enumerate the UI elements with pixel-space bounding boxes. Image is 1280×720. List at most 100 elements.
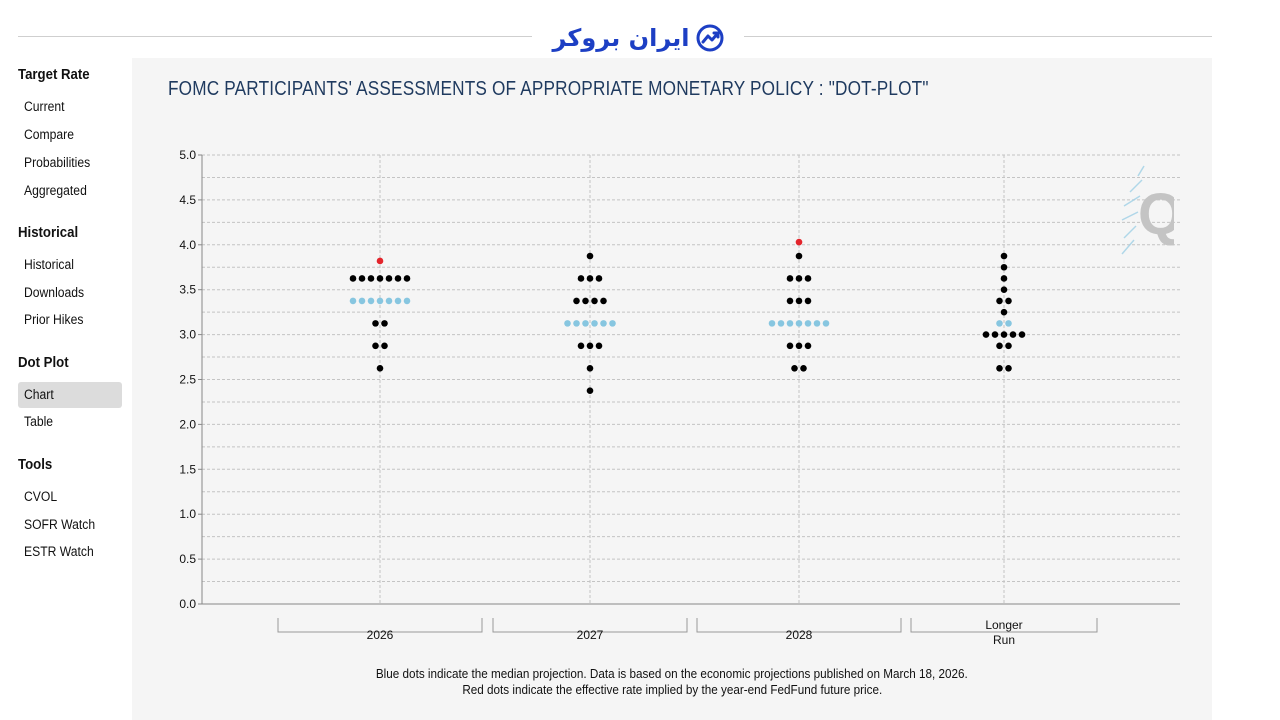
sidebar-item-sofr-watch[interactable]: SOFR Watch <box>24 517 96 532</box>
sidebar-item-current[interactable]: Current <box>24 99 65 114</box>
median-dot <box>822 320 830 327</box>
dot-plot-chart: 0.0 0.5 1.0 1.5 2.0 2.5 3.0 3.5 4.0 4.5 5.0 2026 202… <box>179 148 1180 647</box>
participant-dot <box>1000 331 1008 338</box>
median-dot <box>358 297 366 305</box>
participant-dot <box>573 297 580 305</box>
participant-dot <box>586 364 594 372</box>
watermark-q-logo-icon: Q <box>1121 165 1174 255</box>
y-tick-label: 1.0 <box>179 507 196 521</box>
median-dot <box>996 320 1003 327</box>
participant-dot <box>804 342 812 350</box>
participant-dot <box>349 275 357 282</box>
participant-dot <box>577 275 585 282</box>
median-dot <box>777 320 785 327</box>
participant-dot <box>381 320 388 327</box>
participant-dot <box>586 275 594 282</box>
median-dot <box>349 297 357 305</box>
participant-dot <box>586 342 594 350</box>
participant-dot <box>800 364 807 372</box>
sidebar-item-prior-hikes[interactable]: Prior Hikes <box>24 312 84 327</box>
brand-logo[interactable]: ایران بروکر <box>548 18 730 58</box>
implied-rate-dot <box>795 238 803 246</box>
sidebar-item-historical[interactable]: Historical <box>24 257 74 272</box>
chart-panel: FOMC PARTICIPANTS' ASSESSMENTS OF APPROP… <box>132 58 1212 720</box>
participant-dot <box>795 252 803 260</box>
x-category-bracket <box>696 618 902 633</box>
participant-dot <box>591 297 598 305</box>
footnote-implied-rate: Red dots indicate the effective rate imp… <box>462 682 882 697</box>
sidebar-section-historical: Historical <box>18 224 79 241</box>
sidebar-section-tools: Tools <box>18 456 53 473</box>
footnote-median: Blue dots indicate the median projection… <box>376 666 968 681</box>
x-tick-label: 2026 <box>367 628 394 642</box>
participant-dot <box>1005 342 1012 350</box>
implied-rate-dot <box>376 257 384 265</box>
median-dot <box>394 297 402 305</box>
participant-dot <box>358 275 366 282</box>
participant-dot <box>367 275 375 282</box>
y-tick-label: 1.5 <box>179 462 196 476</box>
y-tick-label: 2.0 <box>179 417 196 431</box>
median-dot <box>786 320 794 327</box>
participant-dot <box>595 275 603 282</box>
sidebar-item-table[interactable]: Table <box>24 414 54 429</box>
participant-dot <box>1005 297 1012 305</box>
participant-dot <box>996 364 1003 372</box>
participant-dot <box>577 342 585 350</box>
x-tick-label: 2027 <box>577 628 604 642</box>
sidebar-item-probabilities[interactable]: Probabilities <box>24 155 91 170</box>
participant-dot <box>996 342 1003 350</box>
x-category-bracket <box>277 618 483 633</box>
participant-dot <box>372 342 379 350</box>
participant-dot <box>385 275 393 282</box>
participant-dot <box>376 364 384 372</box>
participant-dot <box>586 387 594 395</box>
chart-title: FOMC PARTICIPANTS' ASSESSMENTS OF APPROP… <box>168 78 929 100</box>
participant-dot <box>996 297 1003 305</box>
sidebar-item-compare[interactable]: Compare <box>24 127 74 142</box>
sidebar-item-downloads[interactable]: Downloads <box>24 285 85 300</box>
y-tick-label: 5.0 <box>179 148 196 162</box>
participant-dot <box>1005 364 1012 372</box>
header-divider-left <box>18 36 532 37</box>
participant-dot <box>582 297 589 305</box>
y-tick-label: 3.5 <box>179 283 196 297</box>
y-tick-label: 0.0 <box>179 597 196 611</box>
median-dot <box>573 320 580 327</box>
sidebar-item-chart[interactable]: Chart <box>18 382 122 408</box>
participant-dot <box>1000 275 1008 282</box>
median-dot <box>813 320 821 327</box>
participant-dot <box>804 297 812 305</box>
median-dot <box>367 297 375 305</box>
y-tick-label: 2.5 <box>179 373 196 387</box>
y-tick-label: 3.0 <box>179 328 196 342</box>
x-tick-label: Run <box>993 633 1015 647</box>
participant-dot <box>372 320 379 327</box>
median-dot <box>1005 320 1012 327</box>
participant-dot <box>376 275 384 282</box>
participant-dot <box>1000 286 1008 293</box>
median-dot <box>804 320 812 327</box>
participant-dot <box>1000 263 1008 271</box>
sidebar-item-estr-watch[interactable]: ESTR Watch <box>24 544 94 559</box>
header-divider-right <box>744 36 1212 37</box>
y-tick-label: 4.0 <box>179 238 196 252</box>
participant-dot <box>991 331 999 338</box>
participant-dot <box>1018 331 1026 338</box>
participant-dot <box>786 342 794 350</box>
sidebar-section-target-rate: Target Rate <box>18 66 90 83</box>
participant-dot <box>982 331 990 338</box>
brand-logo-text: ایران بروکر <box>552 24 690 52</box>
svg-text:Q: Q <box>1138 182 1174 247</box>
participant-dot <box>786 275 794 282</box>
participant-dot <box>403 275 411 282</box>
x-tick-label: 2028 <box>786 628 813 642</box>
x-category-bracket <box>492 618 688 633</box>
sidebar-item-aggregated[interactable]: Aggregated <box>24 183 87 198</box>
sidebar-item-cvol[interactable]: CVOL <box>24 489 58 504</box>
median-dot <box>591 320 598 327</box>
participant-dot <box>786 297 794 305</box>
participant-dot <box>1000 308 1008 316</box>
median-dot <box>795 320 803 327</box>
median-dot <box>376 297 384 305</box>
